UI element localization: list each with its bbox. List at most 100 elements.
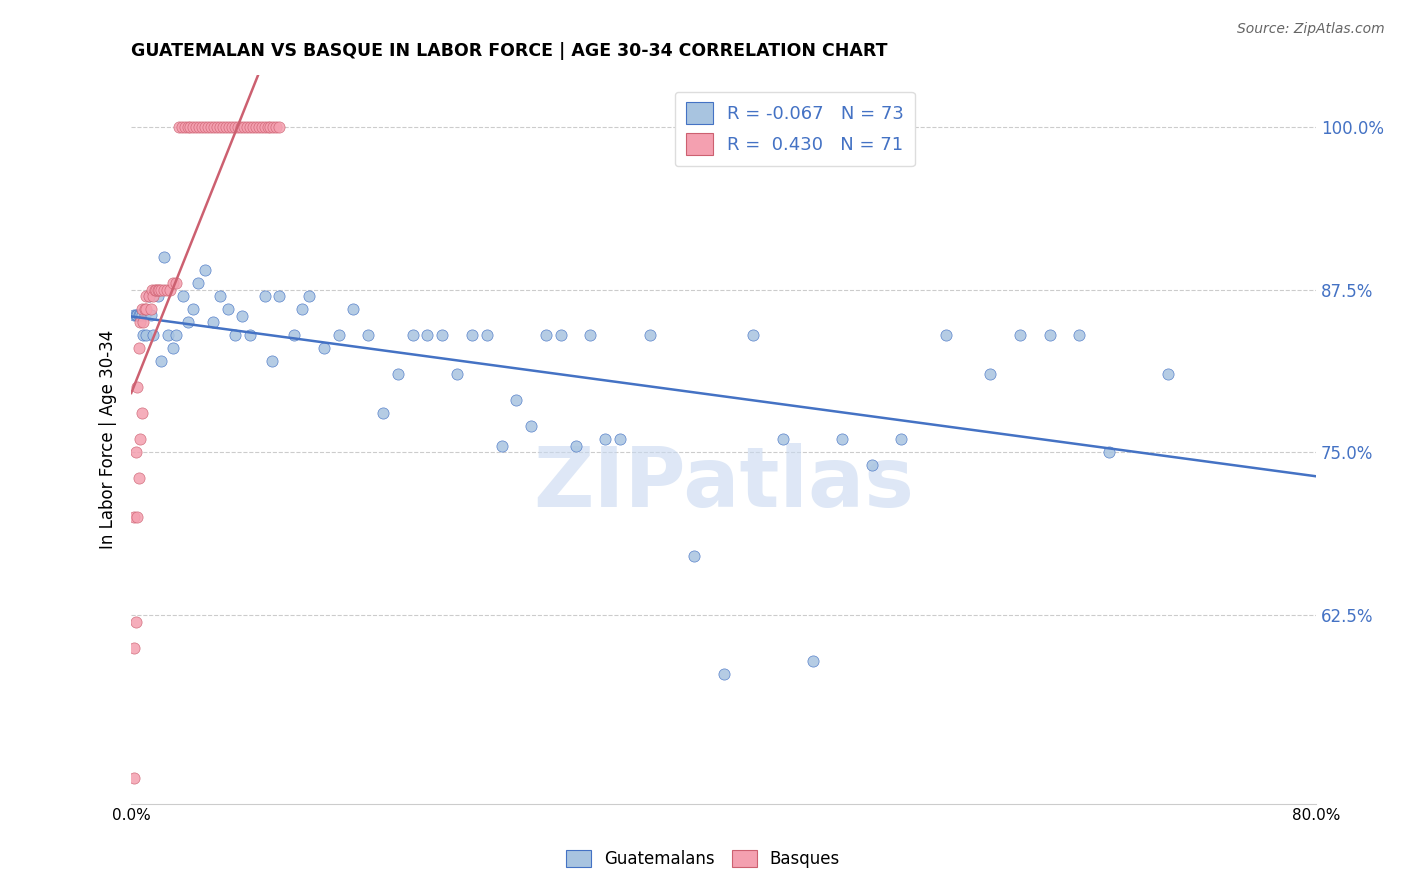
Point — [125, 615, 148, 629]
Point — [416, 328, 439, 343]
Point — [197, 120, 219, 135]
Point — [165, 277, 187, 291]
Point — [505, 393, 527, 408]
Point — [122, 640, 145, 655]
Point — [141, 283, 163, 297]
Point — [1069, 328, 1091, 343]
Point — [134, 302, 156, 317]
Point — [122, 771, 145, 785]
Point — [179, 120, 201, 135]
Point — [215, 120, 238, 135]
Point — [831, 433, 853, 447]
Point — [1008, 328, 1031, 343]
Point — [564, 439, 586, 453]
Point — [183, 120, 205, 135]
Point — [173, 120, 195, 135]
Point — [224, 120, 246, 135]
Point — [129, 315, 152, 329]
Point — [242, 120, 264, 135]
Point — [247, 120, 270, 135]
Point — [209, 289, 232, 303]
Point — [269, 289, 291, 303]
Text: GUATEMALAN VS BASQUE IN LABOR FORCE | AGE 30-34 CORRELATION CHART: GUATEMALAN VS BASQUE IN LABOR FORCE | AG… — [131, 42, 887, 60]
Point — [125, 308, 148, 322]
Point — [256, 120, 278, 135]
Point — [135, 289, 157, 303]
Legend: Guatemalans, Basques: Guatemalans, Basques — [560, 843, 846, 875]
Point — [432, 328, 454, 343]
Point — [205, 120, 228, 135]
Point — [262, 120, 284, 135]
Point — [201, 315, 224, 329]
Point — [134, 308, 156, 322]
Point — [129, 308, 152, 322]
Point — [131, 308, 153, 322]
Point — [328, 328, 350, 343]
Point — [170, 120, 193, 135]
Point — [167, 120, 190, 135]
Point — [860, 458, 883, 473]
Point — [149, 283, 172, 297]
Point — [1157, 368, 1180, 382]
Point — [139, 308, 162, 322]
Point — [129, 433, 152, 447]
Point — [232, 120, 254, 135]
Point — [683, 549, 706, 564]
Point — [475, 328, 498, 343]
Point — [209, 120, 232, 135]
Point — [935, 328, 957, 343]
Point — [979, 368, 1001, 382]
Point — [239, 120, 262, 135]
Point — [183, 302, 205, 317]
Point — [146, 289, 169, 303]
Point — [290, 302, 312, 317]
Point — [446, 368, 468, 382]
Point — [298, 289, 321, 303]
Point — [226, 120, 249, 135]
Point — [176, 120, 198, 135]
Point — [713, 666, 735, 681]
Point — [138, 289, 160, 303]
Point — [128, 308, 150, 322]
Point — [139, 302, 162, 317]
Point — [742, 328, 765, 343]
Point — [131, 406, 153, 420]
Point — [250, 120, 273, 135]
Point — [135, 328, 157, 343]
Point — [132, 328, 155, 343]
Point — [187, 277, 209, 291]
Point — [224, 328, 246, 343]
Point — [156, 283, 179, 297]
Point — [127, 510, 149, 524]
Point — [312, 342, 335, 356]
Point — [153, 250, 176, 264]
Point — [202, 120, 225, 135]
Point — [162, 342, 184, 356]
Point — [283, 328, 305, 343]
Point — [357, 328, 380, 343]
Point — [149, 354, 172, 368]
Point — [890, 433, 912, 447]
Point — [231, 309, 253, 323]
Point — [200, 120, 222, 135]
Point — [131, 302, 153, 317]
Point — [491, 439, 513, 453]
Point — [194, 120, 217, 135]
Point — [801, 654, 824, 668]
Point — [638, 328, 661, 343]
Point — [266, 120, 288, 135]
Point — [191, 120, 214, 135]
Point — [132, 315, 155, 329]
Point — [159, 283, 181, 297]
Point — [162, 277, 184, 291]
Point — [387, 368, 409, 382]
Point — [371, 406, 394, 420]
Point — [520, 419, 543, 434]
Point — [342, 302, 364, 317]
Point — [218, 120, 240, 135]
Point — [165, 328, 187, 343]
Text: Source: ZipAtlas.com: Source: ZipAtlas.com — [1237, 22, 1385, 37]
Point — [145, 283, 167, 297]
Point — [176, 315, 198, 329]
Point — [609, 433, 631, 447]
